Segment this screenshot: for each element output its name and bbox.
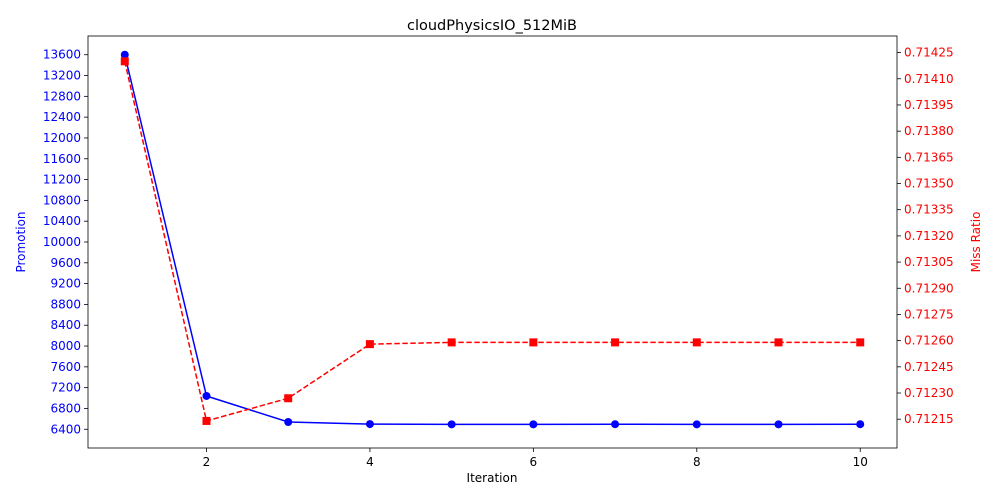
left-y-tick-label: 9600 <box>50 256 81 270</box>
left-series-point <box>284 417 293 426</box>
right-series-point <box>692 338 701 347</box>
right-y-tick-label: 0.71305 <box>904 255 954 269</box>
right-y-tick-label: 0.71410 <box>904 72 954 86</box>
left-y-tick-label: 7200 <box>50 381 81 395</box>
right-y-tick-label: 0.71425 <box>904 46 954 60</box>
right-y-tick-label: 0.71260 <box>904 334 954 348</box>
plot-area: 2 4 6 8 10 6400 6800 7200 7600 8000 8400 8800 9200 96… <box>43 35 954 469</box>
right-series-point <box>284 394 293 403</box>
right-y-tick-label: 0.71290 <box>904 281 954 295</box>
left-series-point <box>529 420 538 429</box>
right-y-tick-label: 0.71215 <box>904 412 954 426</box>
x-tick-label: 10 <box>853 455 868 469</box>
left-series-point <box>447 420 456 429</box>
x-tick-label: 8 <box>693 455 701 469</box>
right-y-tick-label: 0.71350 <box>904 177 954 191</box>
right-y-tick-label: 0.71365 <box>904 150 954 164</box>
left-series-point <box>774 420 783 429</box>
left-y-tick-label: 13600 <box>43 48 81 62</box>
left-y-tick-label: 8400 <box>50 318 81 332</box>
right-y-tick-label: 0.71320 <box>904 229 954 243</box>
left-series-point <box>611 420 620 429</box>
left-y-tick-label: 10800 <box>43 193 81 207</box>
chart-title: cloudPhysicsIO_512MiB <box>407 18 577 34</box>
right-series-point <box>202 416 211 425</box>
right-series-point <box>774 338 783 347</box>
left-series-point <box>202 391 211 400</box>
left-series-point <box>120 50 129 59</box>
right-series-point <box>529 338 538 347</box>
left-series-point <box>365 420 374 429</box>
x-tick-label: 6 <box>530 455 538 469</box>
left-y-tick-label: 10400 <box>43 214 81 228</box>
left-y-tick-label: 13200 <box>43 69 81 83</box>
right-y-tick-label: 0.71335 <box>904 203 954 217</box>
left-y-tick-label: 11200 <box>43 173 81 187</box>
right-y-tick-label: 0.71275 <box>904 307 954 321</box>
left-y-tick-label: 12800 <box>43 89 81 103</box>
left-y-tick-label: 12000 <box>43 131 81 145</box>
right-y-axis-label: Miss Ratio <box>969 212 983 273</box>
right-y-tick-label: 0.71245 <box>904 360 954 374</box>
right-series-point <box>611 338 620 347</box>
left-y-tick-label: 6400 <box>50 422 81 436</box>
x-axis-label: Iteration <box>467 471 518 485</box>
left-y-tick-label: 10000 <box>43 235 81 249</box>
left-y-tick-label: 7600 <box>50 360 81 374</box>
right-y-tick-label: 0.71395 <box>904 98 954 112</box>
left-y-tick-label: 9200 <box>50 277 81 291</box>
plot-frame <box>87 35 898 449</box>
left-y-tick-label: 8800 <box>50 297 81 311</box>
left-y-tick-label: 11600 <box>43 152 81 166</box>
x-tick-label: 2 <box>203 455 211 469</box>
right-series-point <box>447 338 456 347</box>
right-y-tick-label: 0.71380 <box>904 124 954 138</box>
right-series-point <box>120 57 129 66</box>
left-series-point <box>692 420 701 429</box>
left-y-tick-label: 8000 <box>50 339 81 353</box>
right-series-point <box>856 338 865 347</box>
left-y-tick-label: 12400 <box>43 110 81 124</box>
left-y-tick-label: 6800 <box>50 401 81 415</box>
left-y-axis-label: Promotion <box>14 211 28 272</box>
right-series-point <box>365 340 374 349</box>
x-tick-label: 4 <box>366 455 374 469</box>
right-series-line <box>124 61 861 422</box>
left-series-point <box>856 420 865 429</box>
right-y-tick-label: 0.71230 <box>904 386 954 400</box>
